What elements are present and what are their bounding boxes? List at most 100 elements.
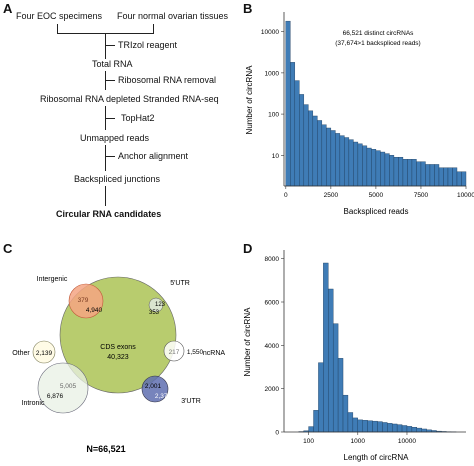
histogram-bar [367,420,373,433]
flow-step-tophat: TopHat2 [121,113,155,123]
y-tick-label: 100 [268,112,279,119]
histogram-bar [420,161,426,187]
y-tick-label: 0 [275,430,279,437]
histogram-bar [434,164,440,187]
histogram-bar [382,422,388,433]
ncrna-overlap-count: 217 [169,349,180,356]
histogram-bar [339,135,345,187]
histogram-bar [352,417,358,433]
histogram-bar [407,159,413,187]
other-label: Other [12,350,30,357]
ncrna-label: ncRNA [203,350,226,357]
histogram-bar [335,133,341,187]
panel-letter-d: D [243,241,253,256]
3utr-circle [141,375,169,403]
connector-line [105,186,106,206]
flow-source-normal: Four normal ovarian tissues [117,11,229,21]
histogram-bar [317,120,323,187]
connector-line [57,24,58,34]
connector-line [153,24,154,34]
flow-output-total-rna: Total RNA [92,59,133,69]
x-axis-label: Backspliced reads [344,207,409,216]
3utr-label: 3'UTR [181,398,201,405]
histogram-bar [392,423,398,433]
3utr-count: 2,378 [155,393,172,400]
histogram-bar [330,130,336,187]
intronic-overlap-count: 5,005 [60,383,77,390]
intergenic-label: Intergenic [37,276,68,283]
histogram-bar [416,161,422,187]
x-tick-label: 100 [303,438,314,445]
histogram-bar [447,167,453,187]
histogram-bar [318,362,324,433]
histogram-bar [387,423,393,433]
x-axis-label: Length of circRNA [344,453,410,462]
histogram-bar [308,110,314,187]
intronic-circle [37,362,89,414]
histogram-bar [323,262,329,433]
annotation-backspliced-count: (37,674>1 backspliced reads) [335,40,420,47]
panel-letter-c: C [3,241,13,256]
ncrna-count: 1,550 [187,349,204,356]
5utr-overlap-count: 123 [155,302,166,308]
connector-line [105,33,106,59]
histogram-bar [326,127,332,187]
intergenic-circle [68,283,104,319]
histogram-bar [285,20,291,187]
histogram-bar [452,167,458,187]
histogram-bar [299,94,305,187]
y-tick-label: 8000 [265,256,280,263]
flow-step-trizol: TRIzol reagent [118,40,178,50]
histogram-bar [294,80,300,187]
x-tick-label: 1000 [351,438,366,445]
histogram-bar [372,420,378,433]
histogram-bar [438,167,444,187]
5utr-label: 5'UTR [170,280,190,287]
y-tick-label: 6000 [265,300,280,307]
intergenic-count: 4,940 [86,307,103,314]
histogram-bar [328,288,334,433]
venn-total: N=66,521 [86,444,125,454]
histogram-bar [366,147,372,187]
histogram-bar [456,171,462,187]
other-count: 2,139 [36,350,53,357]
histogram-bar [380,151,386,187]
histogram-bar [377,421,383,433]
y-tick-label: 10 [272,153,280,160]
x-tick-label: 10000 [398,438,416,445]
histogram-bar [362,420,368,433]
histogram-bar [312,115,318,187]
histogram-bar [332,323,339,433]
connector-line [105,118,115,119]
histogram-bar [393,156,399,187]
histogram-bar [290,62,296,187]
flow-step-rrna-removal: Ribosomal RNA removal [118,75,217,85]
flow-source-eoc: Four EOC specimens [16,11,103,21]
annotation-distinct-count: 66,521 distinct circRNAs [343,30,415,37]
connector-line [105,156,115,157]
panel-letter-b: B [243,1,253,16]
flow-output-unmapped: Unmapped reads [80,133,150,143]
5utr-circle [148,297,164,313]
y-axis-label: Number of circRNA [243,307,252,377]
histogram-bar [402,159,408,187]
histogram-bar [421,428,427,433]
flow-final-candidates: Circular RNA candidates [56,209,162,219]
histogram-bar [375,150,381,187]
x-tick-label: 2500 [324,192,339,199]
histogram-bar [342,394,349,433]
x-tick-label: 10000 [457,192,474,199]
histogram-bar [389,155,395,187]
panel-letter-a: A [3,1,13,16]
genomic-origin-venn: CDS exons 40,323 Intergenic 379 4,940 5'… [12,276,226,454]
intronic-count: 6,876 [47,393,64,400]
histogram-bar [429,164,435,187]
y-tick-label: 1000 [265,70,280,77]
histogram-bar [362,145,368,187]
connector-line [105,45,115,46]
histogram-bar [357,419,363,433]
cds-exons-count: 40,323 [107,354,129,361]
histogram-bar [425,164,431,187]
x-tick-label: 0 [284,192,288,199]
histogram-bar [416,427,422,433]
